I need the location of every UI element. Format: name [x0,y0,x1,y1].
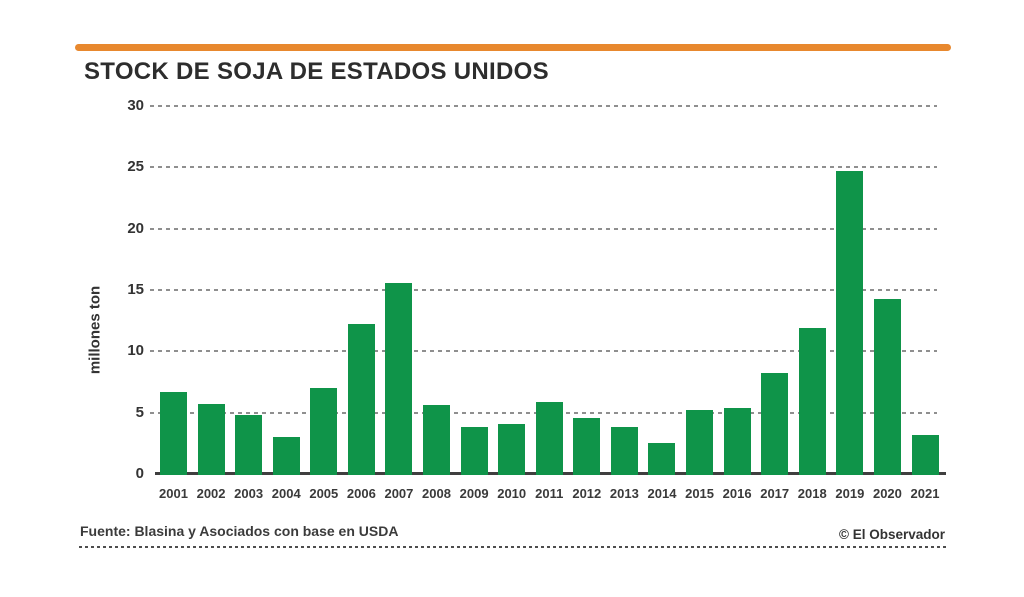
bar-2006 [347,324,375,475]
y-tick-label-10: 10 [127,342,144,360]
bar-2007 [385,282,413,475]
grid-line-30 [150,105,937,107]
y-axis-title: millones ton [86,285,104,375]
x-tick-label-2020: 2020 [872,486,902,501]
bar-2021 [911,434,939,475]
x-tick-label-2006: 2006 [346,486,376,501]
bar-2003 [235,415,263,475]
bar-2018 [798,328,826,475]
x-tick-label-2011: 2011 [535,486,564,501]
accent-bar [75,44,951,51]
x-tick-label-2014: 2014 [647,486,677,501]
bar-2008 [423,405,451,475]
bar-2010 [498,423,526,475]
bar-2019 [836,171,864,475]
bar-2013 [610,427,638,475]
x-tick-label-2016: 2016 [722,486,752,501]
bar-2020 [873,298,901,475]
y-tick-label-30: 30 [127,97,144,114]
grid-line-15 [150,289,937,291]
x-tick-label-2005: 2005 [309,486,339,501]
x-tick-label-2010: 2010 [497,486,527,501]
x-tick-label-2019: 2019 [835,486,865,501]
bar-2016 [723,407,751,475]
footer-divider [79,546,948,548]
x-tick-label-2008: 2008 [422,486,451,501]
grid-line-25 [150,166,937,169]
chart-title: STOCK DE SOJA DE ESTADOS UNIDOS [84,58,549,85]
x-tick-label-2017: 2017 [760,486,790,501]
bar-2011 [535,401,563,475]
bar-2012 [573,417,601,475]
bar-2001 [160,391,187,475]
bar-2004 [272,437,300,475]
bar-2014 [648,443,676,475]
y-tick-label-5: 5 [135,403,144,421]
x-tick-label-2018: 2018 [797,486,827,501]
x-tick-label-2012: 2012 [572,486,602,501]
x-tick-label-2007: 2007 [384,486,414,501]
source-attribution: Fuente: Blasina y Asociados con base en … [80,523,399,539]
y-tick-label-15: 15 [127,281,144,298]
bar-2002 [197,404,225,475]
x-tick-label-2015: 2015 [685,486,715,501]
x-tick-label-2013: 2013 [609,486,639,501]
plot-area: 0 5 10 15 20 25 30 2001 2002 2003 2004 2005 2006 2007… [127,97,946,501]
publisher-credit: © El Observador [839,527,945,542]
bar-2005 [310,388,338,475]
y-tick-label-25: 25 [127,158,144,176]
y-tick-label-20: 20 [127,219,144,237]
bar-2015 [686,410,714,475]
y-tick-label-0: 0 [135,465,144,482]
x-tick-label-2002: 2002 [196,486,226,501]
x-tick-label-2001: 2001 [159,486,188,501]
x-tick-label-2004: 2004 [271,486,301,501]
bar-2009 [460,427,488,475]
grid-line-10 [150,350,937,353]
x-tick-label-2021: 2021 [910,486,940,501]
bar-2017 [761,373,789,475]
x-tick-label-2003: 2003 [234,486,264,501]
grid-line-20 [150,227,937,230]
x-tick-label-2009: 2009 [459,486,489,501]
